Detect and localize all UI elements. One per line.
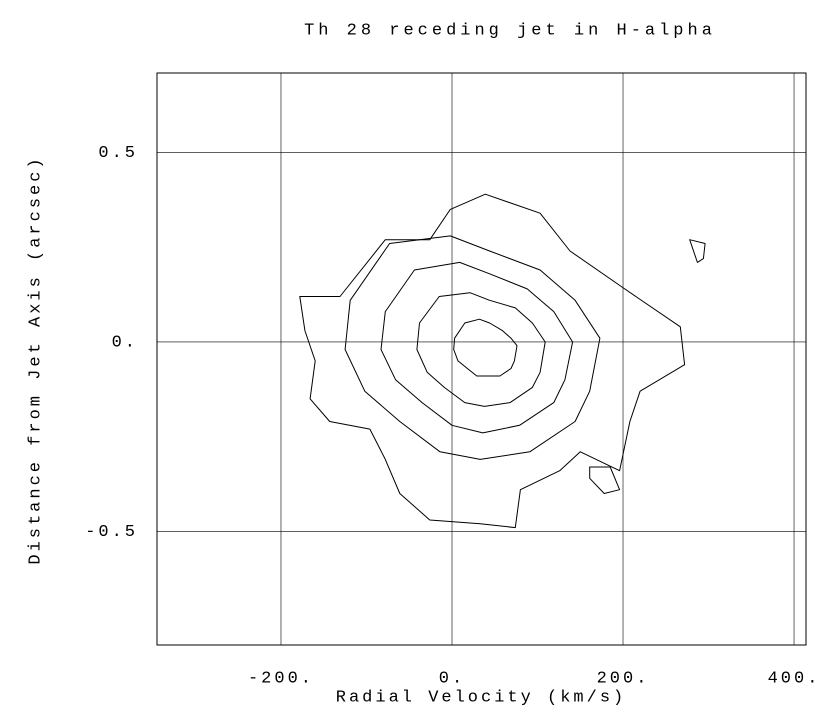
y-tick-label: -0.5 (85, 523, 138, 542)
x-tick-label: -200. (248, 669, 314, 688)
contour-line (453, 318, 518, 377)
plot-frame (156, 72, 807, 646)
contour-line (416, 292, 546, 407)
contour-line (689, 239, 706, 263)
contour-line (299, 193, 686, 529)
contour-line (344, 235, 601, 460)
y-tick-label: 0.5 (98, 144, 138, 163)
contour-line (380, 261, 574, 434)
y-axis-label: Distance from Jet Axis (arcsec) (26, 155, 45, 564)
x-tick-label: 200. (597, 669, 650, 688)
contour-line (589, 466, 621, 494)
x-tick-label: 0. (439, 669, 465, 688)
x-tick-label: 400. (768, 669, 821, 688)
y-tick-label: 0. (112, 333, 138, 352)
x-axis-label: Radial Velocity (km/s) (336, 688, 626, 707)
chart-title: Th 28 receding jet in H-alpha (304, 21, 716, 40)
